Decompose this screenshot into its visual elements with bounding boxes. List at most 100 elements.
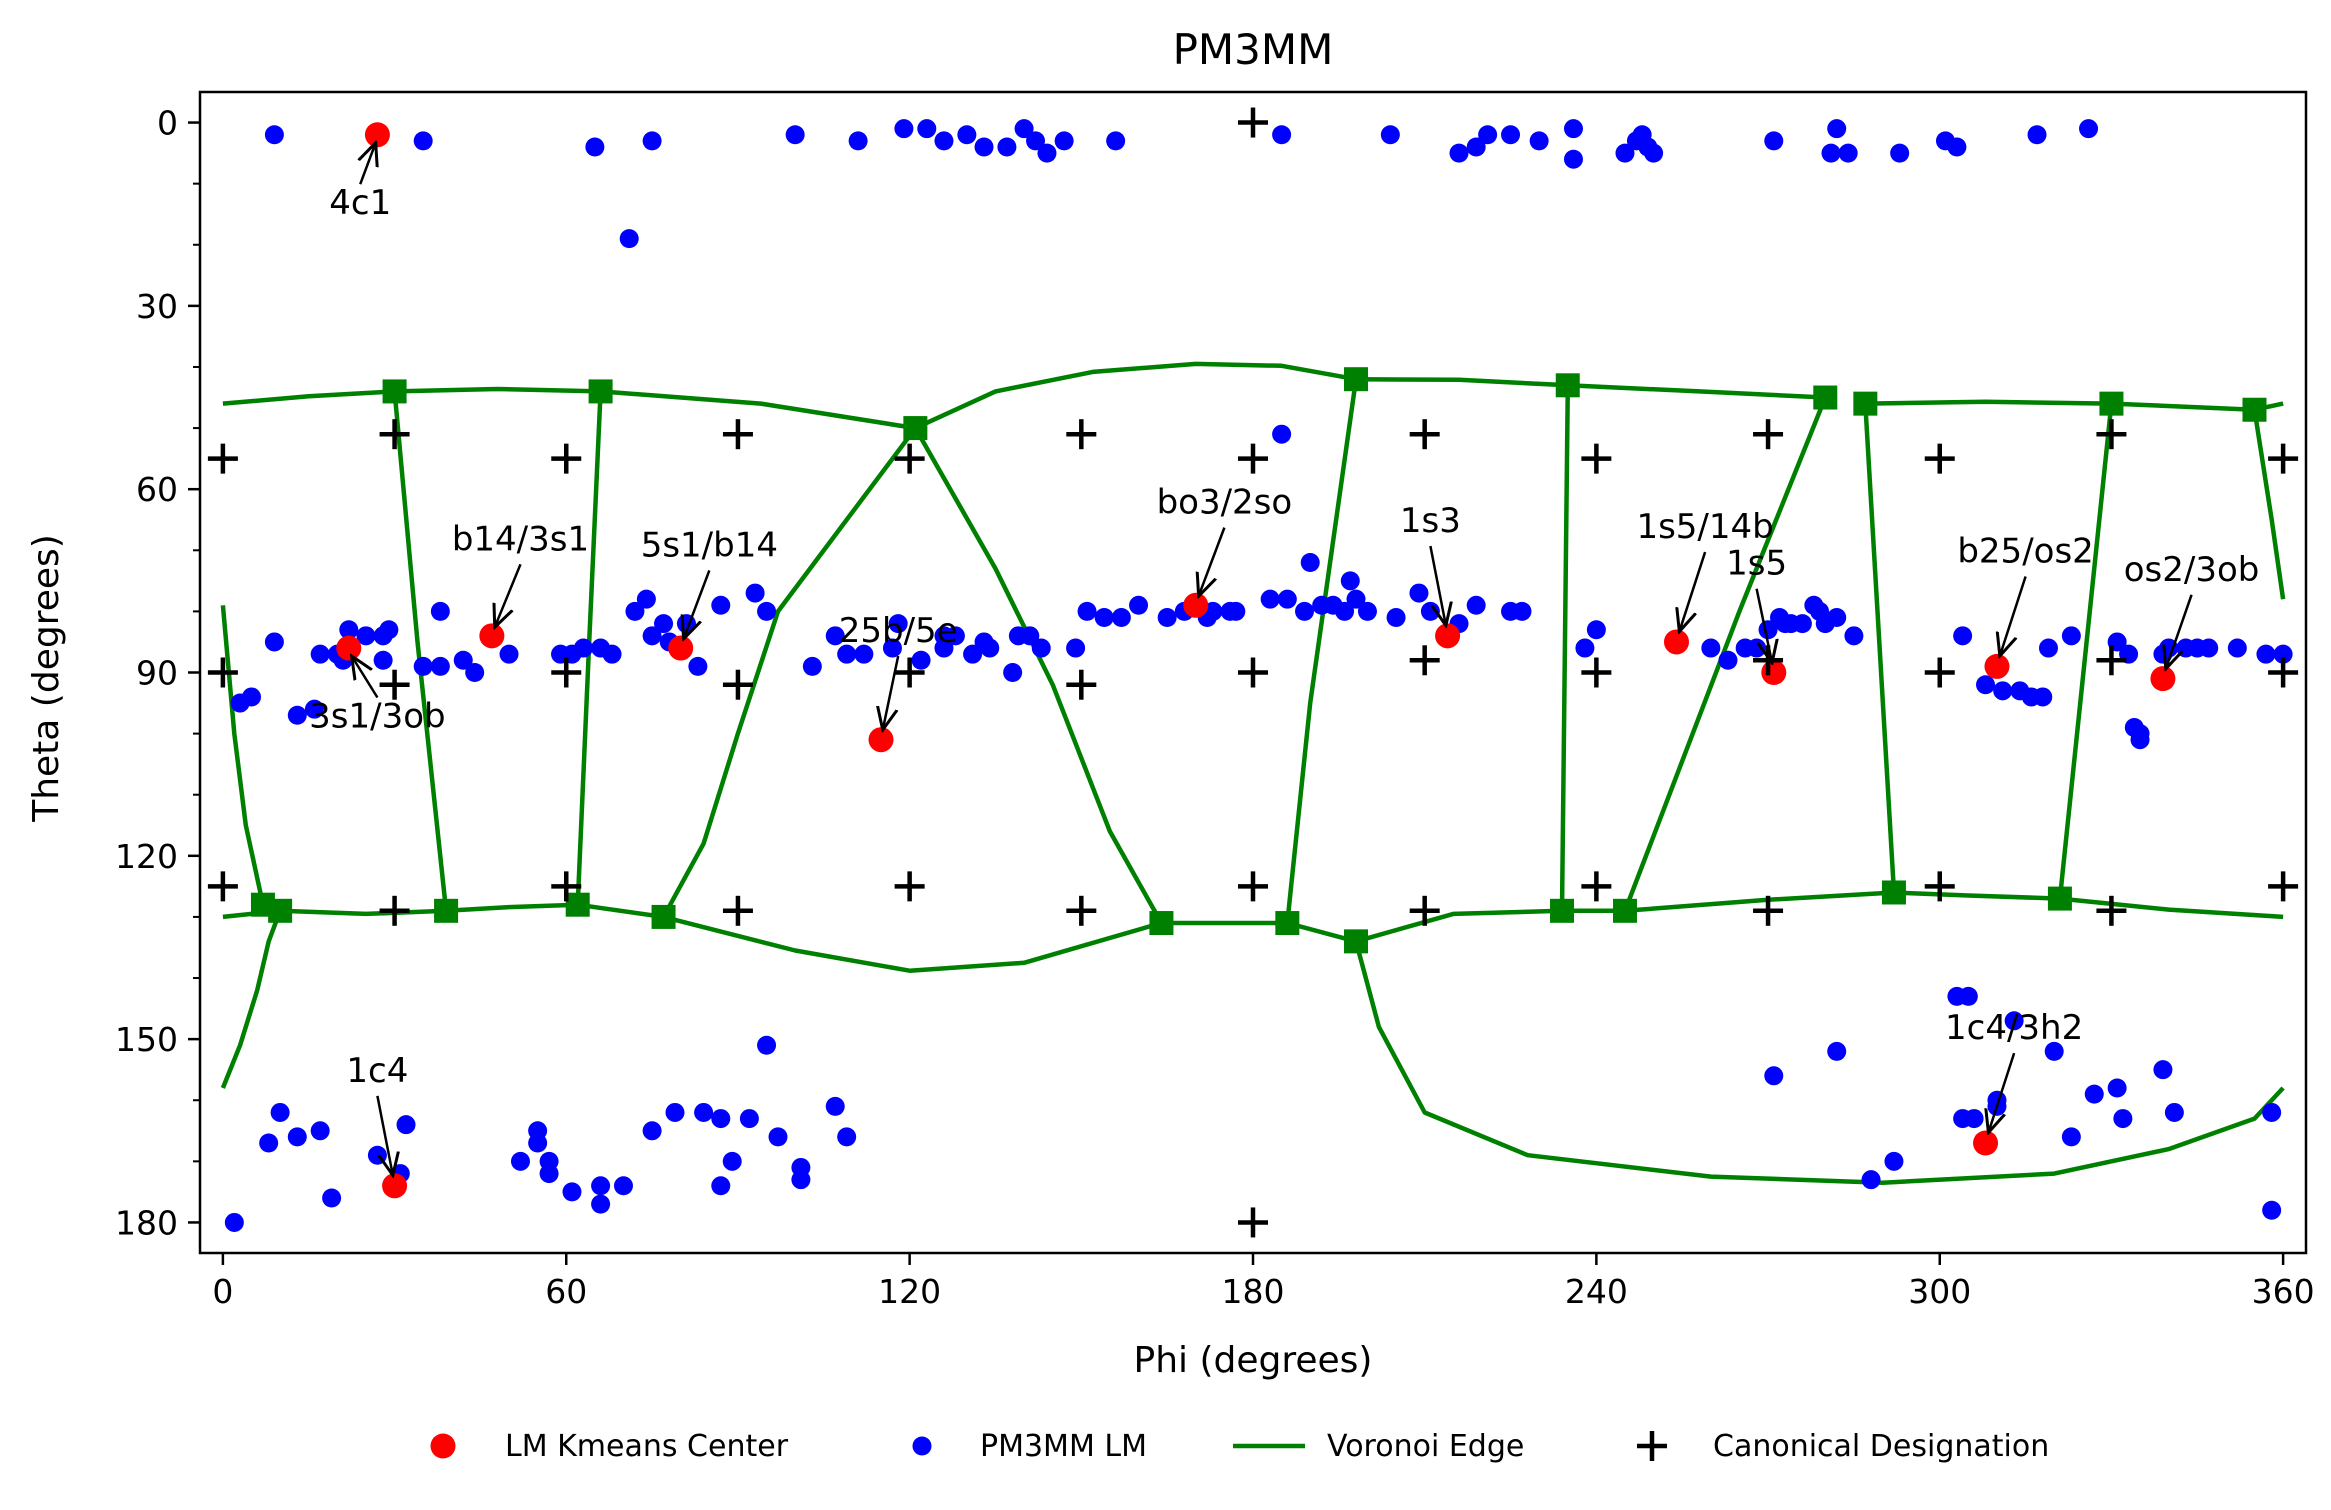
canonical-marker-37: [1924, 871, 1955, 902]
lm-point-166: [396, 1115, 416, 1135]
annotation-label-5: bo3/2so: [1157, 483, 1293, 523]
lm-point-208: [2262, 1200, 2282, 1220]
lm-point-42: [242, 687, 262, 707]
lm-point-136: [1953, 626, 1973, 646]
x-tick-label-5: 300: [1908, 1272, 1971, 1311]
lm-point-114: [1409, 583, 1429, 603]
voronoi-edge-15: [222, 890, 2284, 973]
canonical-marker-17: [722, 669, 753, 700]
voronoi-vertex-10: [268, 898, 293, 923]
voronoi-edge-1: [914, 361, 1357, 431]
lm-point-102: [1226, 601, 1246, 621]
canonical-marker-31: [894, 871, 925, 902]
lm-point-3: [642, 131, 662, 151]
legend-marker-lm: [912, 1436, 932, 1456]
lm-point-110: [1340, 571, 1360, 591]
lm-point-94: [1094, 608, 1114, 628]
lm-point-91: [1031, 638, 1051, 658]
lm-point-125: [1747, 638, 1767, 658]
lm-point-78: [854, 644, 874, 664]
lm-point-203: [2107, 1078, 2127, 1098]
voronoi-edge-13: [2057, 403, 2114, 899]
canonical-marker-15: [379, 669, 410, 700]
kmeans-center-0: [364, 122, 390, 148]
lm-point-137: [1976, 675, 1996, 695]
canonical-marker-18: [894, 657, 925, 688]
y-tick-label-3: 90: [136, 654, 178, 693]
lm-point-188: [837, 1127, 857, 1147]
annotation-arrow-4: [883, 655, 900, 730]
canonical-marker-14: [207, 657, 238, 688]
lm-point-117: [1466, 595, 1486, 615]
lm-point-115: [1420, 601, 1440, 621]
kmeans-center-3: [336, 635, 362, 661]
lm-point-39: [2027, 125, 2047, 145]
annotation-arrow-5: [1199, 527, 1226, 596]
lm-point-50: [356, 626, 376, 646]
x-tick-label-2: 120: [878, 1272, 941, 1311]
canonical-marker-0: [1238, 107, 1268, 138]
lm-point-19: [1380, 125, 1400, 145]
lm-point-186: [791, 1170, 811, 1190]
lm-point-65: [625, 601, 645, 621]
legend-marker-canonical: [1637, 1431, 1667, 1461]
y-axis-label: Theta (degrees): [26, 534, 67, 823]
canonical-marker-29: [551, 871, 582, 902]
lm-point-68: [654, 614, 674, 634]
lm-point-88: [1003, 663, 1023, 682]
annotation-label-11: 1c4: [346, 1051, 408, 1091]
lm-point-0: [264, 125, 284, 145]
voronoi-vertex-20: [2047, 886, 2072, 911]
annotation-arrow-3: [352, 656, 379, 699]
lm-point-44: [287, 705, 307, 725]
lm-point-56: [430, 656, 450, 676]
lm-point-153: [2199, 638, 2219, 658]
lm-point-58: [465, 663, 485, 682]
canonical-marker-35: [1581, 871, 1612, 902]
lm-point-6: [848, 131, 868, 151]
lm-point-32: [1764, 131, 1784, 151]
kmeans-center-2: [668, 635, 694, 661]
lm-point-95: [1111, 608, 1131, 628]
lm-point-120: [1575, 638, 1595, 658]
canonical-marker-10: [1753, 419, 1784, 450]
lm-point-14: [1026, 131, 1046, 151]
voronoi-vertex-6: [1853, 391, 1878, 416]
annotation-label-4: 25b/5e: [839, 611, 958, 651]
lm-point-155: [2256, 644, 2276, 664]
canonical-marker-28: [379, 895, 410, 926]
y-tick-label-6: 180: [115, 1203, 178, 1242]
voronoi-vertex-17: [1550, 898, 1575, 923]
lm-point-109: [1335, 601, 1355, 621]
lm-point-179: [711, 1109, 731, 1129]
kmeans-center-11: [382, 1173, 408, 1199]
lm-point-62: [573, 638, 593, 658]
canonical-marker-40: [1238, 1207, 1268, 1238]
annotation-arrow-11: [376, 1095, 392, 1175]
lm-point-7: [894, 119, 914, 139]
kmeans-center-7: [1663, 629, 1689, 655]
lm-point-159: [259, 1133, 279, 1153]
lm-point-119: [1512, 601, 1532, 621]
lm-point-142: [2038, 638, 2058, 658]
canonical-marker-32: [1066, 895, 1097, 926]
annotation-arrow-12: [1988, 1052, 2016, 1132]
voronoi-vertex-8: [2242, 397, 2267, 422]
canonical-marker-30: [722, 895, 753, 926]
canonical-marker-1: [207, 443, 238, 474]
annotation-arrow-7: [1679, 551, 1707, 631]
canonical-marker-3: [551, 443, 582, 474]
annotation-label-10: os2/3ob: [2124, 550, 2260, 590]
lm-point-9: [934, 131, 954, 151]
lm-point-27: [1615, 143, 1635, 163]
annotation-label-3: 3s1/3ob: [309, 696, 445, 736]
lm-point-121: [1586, 620, 1606, 640]
voronoi-edge-5: [392, 391, 449, 912]
voronoi-edge-3: [1865, 399, 2284, 412]
annotation-arrow-10: [2166, 594, 2193, 669]
lm-point-164: [367, 1145, 387, 1165]
voronoi-vertex-15: [1275, 911, 1300, 936]
lm-point-112: [1357, 601, 1377, 621]
kmeans-center-1: [479, 623, 505, 649]
lm-point-64: [602, 644, 622, 664]
